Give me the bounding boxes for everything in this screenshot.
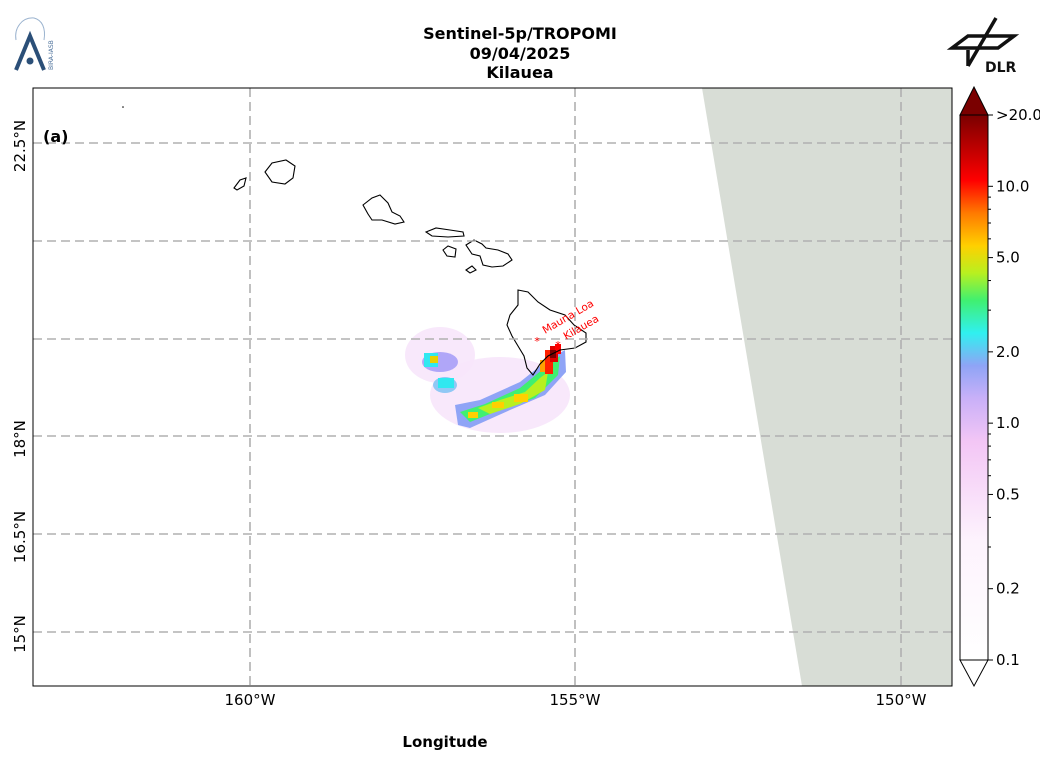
map-title: Sentinel-5p/TROPOMI 09/04/2025 Kilauea — [0, 24, 1040, 83]
panel-label: (a) — [43, 127, 68, 146]
colorbar-tick-label: 0.1 — [996, 651, 1020, 669]
colorbar-tick-label: 0.5 — [996, 485, 1020, 503]
lon-tick-label: 150°W — [876, 691, 927, 709]
colorbar: 0.1 0.2 0.5 1.0 2.0 5.0 10.0 >20.0 — [959, 85, 1040, 688]
island-kahoolawe — [465, 265, 477, 274]
lat-tick-label: 16.5°N — [11, 511, 29, 563]
colorbar-gradient — [959, 114, 989, 661]
gridlines — [33, 88, 952, 686]
colorbar-extend-bottom — [959, 659, 989, 688]
kilauea-marker: * — [555, 339, 561, 352]
island-kauai — [264, 159, 296, 185]
island-oahu — [362, 194, 405, 225]
mauna-loa-marker: * — [534, 335, 540, 348]
island-niihau — [233, 177, 247, 191]
title-line-2: 09/04/2025 — [469, 43, 571, 63]
colorbar-tick-label: 2.0 — [996, 343, 1020, 361]
colorbar-extend-top — [959, 85, 989, 116]
lat-tick-label: 18°N — [11, 420, 29, 458]
dlr-logo-text: DLR — [985, 60, 1017, 76]
lon-tick-label: 160°W — [225, 691, 276, 709]
colorbar-tick-label: 0.2 — [996, 580, 1020, 598]
island-lanai — [442, 245, 457, 258]
lat-tick-labels: 22.5°N 18°N 16.5°N 15°N — [11, 120, 29, 653]
bira-iasb-text: BIRA-IASB — [48, 40, 55, 70]
lat-tick-label: 22.5°N — [11, 120, 29, 172]
lat-tick-label: 15°N — [11, 615, 29, 653]
dlr-logo — [946, 17, 1020, 67]
island-maui — [465, 239, 513, 268]
colorbar-tick-label: 5.0 — [996, 249, 1020, 267]
coastlines — [233, 159, 587, 376]
island-molokai — [424, 227, 465, 238]
title-line-3: Kilauea — [486, 63, 554, 82]
title-line-1: Sentinel-5p/TROPOMI — [423, 24, 617, 43]
colorbar-tick-label: 10.0 — [996, 177, 1029, 195]
colorbar-tick-label: 1.0 — [996, 414, 1020, 432]
so2-plume — [405, 327, 570, 433]
map-frame — [32, 87, 953, 687]
lon-tick-labels: 160°W 155°W 150°W — [225, 691, 927, 709]
no-data-region — [702, 88, 952, 686]
island-hawaii — [506, 289, 587, 376]
colorbar-tick-label: >20.0 — [996, 106, 1040, 124]
x-axis-label: Longitude — [402, 733, 488, 751]
lon-tick-label: 155°W — [550, 691, 601, 709]
bira-iasb-logo: BIRA-IASB — [14, 17, 55, 71]
